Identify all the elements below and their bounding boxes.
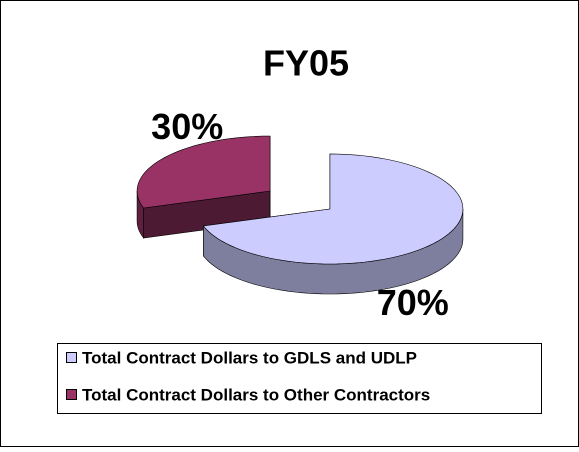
- legend-box: [57, 343, 542, 414]
- pie: [136, 135, 464, 295]
- slice: [202, 153, 464, 265]
- slice: [136, 135, 271, 209]
- data-label: 30%: [151, 106, 223, 147]
- legend-label: Total Contract Dollars to Other Contract…: [82, 385, 430, 404]
- data-label: 70%: [377, 282, 449, 323]
- legend-swatch: [66, 352, 77, 363]
- legend-label: Total Contract Dollars to GDLS and UDLP: [82, 348, 417, 367]
- chart-title: FY05: [263, 43, 349, 84]
- legend-swatch: [66, 389, 77, 400]
